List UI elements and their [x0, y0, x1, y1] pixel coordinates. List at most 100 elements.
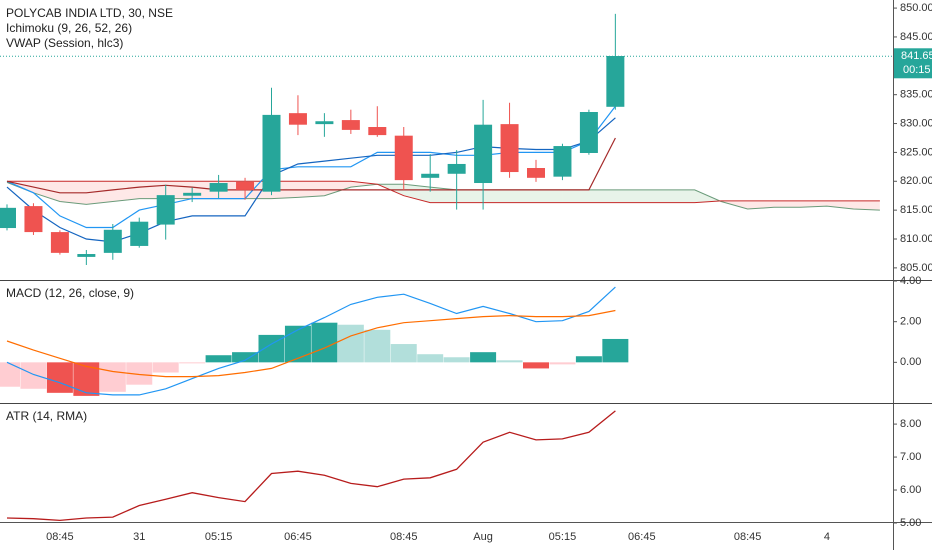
y-tick-label: 810.00 [900, 233, 932, 245]
y-tick-label: 830.00 [900, 117, 932, 129]
candle-body [421, 173, 440, 178]
x-tick-label: 06:45 [628, 531, 656, 543]
x-tick-label: 05:15 [205, 531, 233, 543]
histogram-bar [417, 354, 444, 363]
y-tick-label: 8.00 [900, 418, 921, 430]
cloud-span-a [6, 181, 880, 211]
last-price-label: 841.65 [901, 50, 932, 62]
candle-body [394, 135, 413, 181]
indicator-label: MACD (12, 26, close, 9) [6, 286, 134, 300]
histogram-bar [205, 355, 232, 363]
histogram-bar [311, 322, 338, 363]
x-tick-label: 08:45 [390, 531, 418, 543]
y-tick-label: 835.00 [900, 89, 932, 101]
candle-body [236, 181, 255, 190]
histogram-bar [20, 362, 47, 389]
candle-body [474, 124, 493, 184]
histogram-bar [73, 362, 100, 396]
cloud-fill [826, 200, 854, 209]
candle-body [315, 121, 334, 125]
indicator-line [6, 137, 616, 194]
indicator-label: ATR (14, RMA) [6, 409, 87, 423]
candle-body [368, 127, 387, 136]
histogram-bar [232, 352, 259, 363]
histogram-bar [390, 344, 417, 363]
cloud-fill [536, 189, 563, 203]
y-tick-label: 6.00 [900, 484, 921, 496]
candle-body [527, 168, 545, 178]
cloud-fill [509, 189, 536, 203]
histogram-bar [46, 362, 73, 393]
cloud-fill [33, 181, 60, 202]
y-tick-label: 815.00 [900, 204, 932, 216]
cloud-fill [403, 184, 431, 203]
candle-body [209, 183, 228, 192]
cloud-fill [86, 181, 113, 205]
histogram-bar [179, 362, 206, 364]
indicator-label: Ichimoku (9, 26, 52, 26) [6, 21, 132, 35]
last-price-box [894, 48, 932, 79]
cloud-fill [430, 187, 457, 203]
cloud-fill [350, 181, 378, 188]
cloud-fill [853, 200, 880, 211]
y-tick-label: 820.00 [900, 175, 932, 187]
candle-body [500, 124, 519, 173]
candle-body [130, 221, 149, 246]
cloud-fill [588, 189, 616, 203]
y-tick-label: 2.00 [900, 316, 921, 328]
histogram-bar [99, 362, 126, 392]
histogram-bar [470, 352, 497, 363]
histogram-bar [152, 362, 179, 373]
candle-body [24, 206, 43, 233]
x-tick-label: 08:45 [46, 531, 74, 543]
y-tick-label: 845.00 [900, 31, 932, 43]
cloud-fill [800, 200, 827, 208]
cloud-fill [324, 181, 351, 196]
candle-body [553, 146, 572, 177]
macd-line [6, 286, 616, 396]
candle-body [50, 232, 69, 253]
histogram-bar [284, 325, 311, 363]
x-tick-label: 31 [133, 531, 145, 543]
x-tick-label: 4 [824, 531, 830, 543]
candle-body [0, 207, 16, 229]
histogram-bar [523, 362, 549, 369]
x-tick-label: 08:45 [734, 531, 762, 543]
y-tick-label: 5.00 [900, 517, 921, 529]
y-tick-label: 825.00 [900, 146, 932, 158]
histogram-bar [549, 362, 576, 365]
histogram-bar [602, 338, 629, 363]
cloud-fill [774, 200, 801, 208]
histogram-bar [575, 356, 602, 363]
cloud-fill [483, 189, 510, 203]
histogram-bar [364, 329, 391, 363]
cloud-fill [668, 189, 695, 203]
histogram-bar [126, 362, 153, 385]
candle-body [579, 112, 598, 153]
macd-line [6, 309, 616, 378]
cloud-fill [456, 189, 484, 203]
candle-body [77, 254, 96, 257]
histogram-bar [496, 360, 523, 363]
cloud-fill [615, 189, 642, 203]
cloud-fill [641, 189, 669, 203]
candle-body [341, 120, 360, 130]
histogram-bar [337, 324, 364, 363]
cloud-fill [747, 200, 775, 209]
candle-body [156, 195, 175, 225]
candle-body [447, 163, 466, 174]
atr-line [6, 410, 616, 522]
candle-body [103, 229, 122, 253]
x-tick-label: Aug [473, 531, 493, 543]
histogram-bar [0, 362, 20, 387]
y-tick-label: 0.00 [900, 356, 921, 368]
cloud-fill [112, 181, 140, 202]
cloud-fill [562, 189, 589, 203]
y-tick-label: 7.00 [900, 451, 921, 463]
countdown-label: 00:15 [903, 64, 931, 76]
candle-body [262, 114, 281, 192]
cloud-span-b [7, 180, 880, 204]
symbol-title: POLYCAB INDIA LTD, 30, NSE [6, 6, 173, 20]
